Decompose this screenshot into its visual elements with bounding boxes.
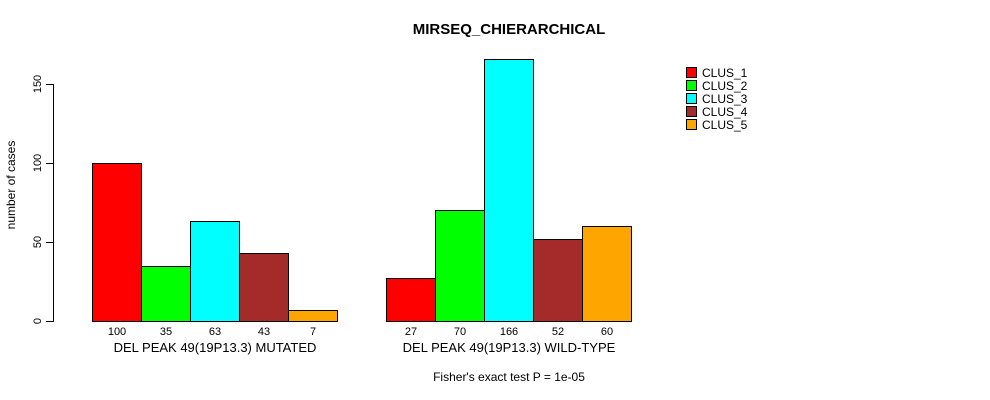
legend-label-clus_3: CLUS_3 xyxy=(702,92,748,106)
bar-clus_5-group1 xyxy=(288,309,338,322)
bar-value-label: 63 xyxy=(208,326,222,338)
x-group-label-2: DEL PEAK 49(19P13.3) WILD-TYPE xyxy=(402,340,616,355)
legend-label-clus_1: CLUS_1 xyxy=(702,66,748,80)
y-tick-mark xyxy=(46,84,53,85)
bar-clus_2-group1 xyxy=(141,265,191,322)
legend-swatch-clus_5 xyxy=(686,119,697,130)
y-tick-mark xyxy=(46,163,53,164)
bar-value-label: 7 xyxy=(309,326,317,338)
legend-swatch-clus_2 xyxy=(686,80,697,91)
legend-swatch-clus_4 xyxy=(686,106,697,117)
legend-swatch-clus_3 xyxy=(686,93,697,104)
y-axis-line xyxy=(53,84,54,322)
bar-clus_3-group1 xyxy=(190,221,240,322)
bar-clus_1-group1 xyxy=(92,163,142,322)
y-axis-label: number of cases xyxy=(4,140,18,230)
legend-swatch-clus_1 xyxy=(686,67,697,78)
bar-value-label: 35 xyxy=(159,326,173,338)
bar-value-label: 70 xyxy=(453,326,467,338)
bar-value-label: 43 xyxy=(257,326,271,338)
y-tick-label: 0 xyxy=(32,317,44,325)
bar-value-label: 166 xyxy=(499,326,519,338)
bar-clus_4-group2 xyxy=(533,238,583,322)
chart-title: MIRSEQ_CHIERARCHICAL xyxy=(412,21,606,38)
legend-label-clus_2: CLUS_2 xyxy=(702,79,748,93)
legend-label-clus_4: CLUS_4 xyxy=(702,105,748,119)
bar-value-label: 100 xyxy=(107,326,127,338)
bar-clus_4-group1 xyxy=(239,253,289,322)
y-tick-label: 150 xyxy=(32,74,44,94)
fisher-test-annotation: Fisher's exact test P = 1e-05 xyxy=(433,370,585,384)
y-tick-label: 50 xyxy=(32,235,44,249)
bar-clus_2-group2 xyxy=(435,210,485,322)
bar-clus_3-group2 xyxy=(484,58,534,322)
bar-clus_5-group2 xyxy=(582,226,632,322)
bar-value-label: 60 xyxy=(600,326,614,338)
y-tick-mark xyxy=(46,242,53,243)
bar-value-label: 52 xyxy=(551,326,565,338)
legend-label-clus_5: CLUS_5 xyxy=(702,118,748,132)
bar-clus_1-group2 xyxy=(386,278,436,322)
y-tick-mark xyxy=(46,321,53,322)
x-group-label-1: DEL PEAK 49(19P13.3) MUTATED xyxy=(113,340,317,355)
y-tick-label: 100 xyxy=(32,153,44,173)
bar-value-label: 27 xyxy=(404,326,418,338)
